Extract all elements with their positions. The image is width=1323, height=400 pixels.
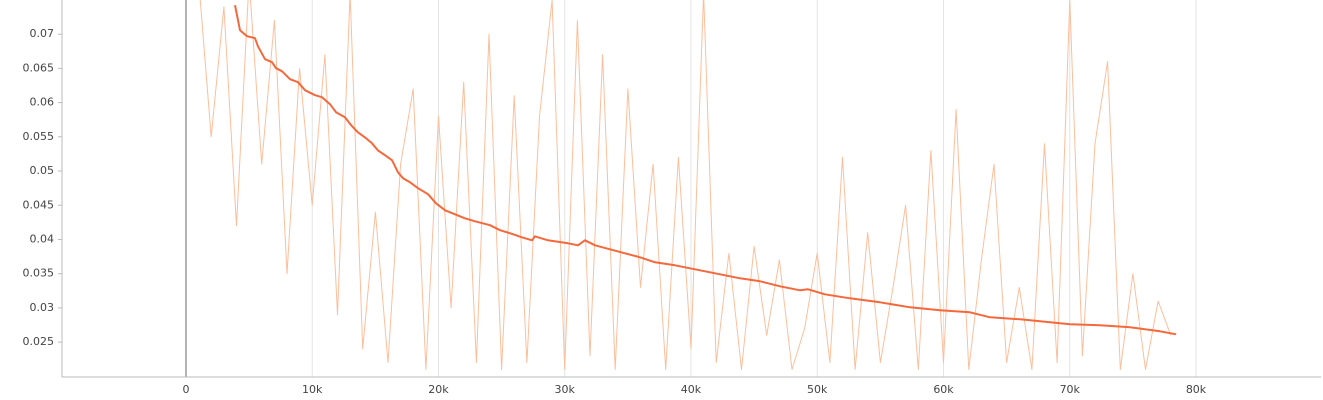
x-tick-label: 70k [1060,383,1081,396]
y-tick-label: 0.05 [30,164,55,177]
x-tick-label: 20k [428,383,449,396]
y-tick-label: 0.04 [30,232,55,245]
x-tick-label: 80k [1186,383,1207,396]
y-tick-label: 0.025 [23,335,55,348]
x-tick-label: 40k [681,383,702,396]
x-tick-label: 50k [807,383,828,396]
y-tick-label: 0.03 [30,301,55,314]
y-tick-label: 0.065 [23,61,55,74]
tick-labels: 0 10k 20k 30k 40k 50k 60k 70k 80k 0.025 0.03 0.035 0… [23,27,1207,396]
x-tick-label: 10k [302,383,323,396]
plot-area [199,0,1177,370]
grid [58,0,1197,377]
y-tick-label: 0.06 [30,96,55,109]
y-tick-label: 0.035 [23,267,55,280]
x-tick-label: 30k [555,383,576,396]
y-tick-label: 0.045 [23,198,55,211]
series-line [234,5,1177,336]
y-tick-label: 0.055 [23,130,55,143]
series-line [199,0,1172,370]
x-tick-label: 60k [933,383,954,396]
x-tick-label: 0 [182,383,189,396]
y-tick-label: 0.07 [30,27,55,40]
